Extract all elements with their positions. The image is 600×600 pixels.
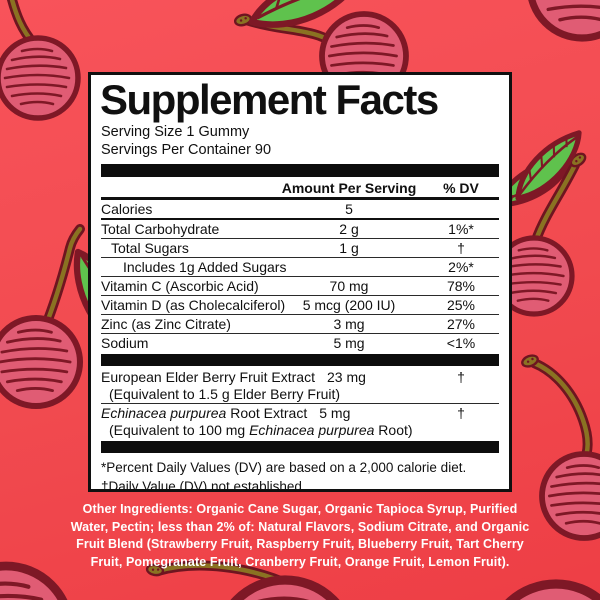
- panel-title: Supplement Facts: [100, 76, 439, 123]
- cherry-illustration-right-middle: [496, 129, 593, 314]
- table-row-total-carbohydrate: Total Carbohydrate 2 g 1%*: [101, 220, 499, 239]
- cherry-illustration-bottom-left: [0, 566, 70, 600]
- table-row-added-sugars: Includes 1g Added Sugars 2%*: [101, 258, 499, 277]
- supplement-facts-panel: Supplement Facts Serving Size 1 Gummy Se…: [88, 72, 512, 492]
- table-row-echinacea-extract: Echinacea purpurea Root Extract 5 mg †: [101, 405, 465, 421]
- table-row-vitamin-d: Vitamin D (as Cholecalciferol) 5 mcg (20…: [101, 296, 499, 315]
- cherry-illustration-bottom-right: [488, 352, 600, 600]
- serving-size: Serving Size 1 Gummy: [101, 124, 250, 140]
- footnote-daily-values: *Percent Daily Values (DV) are based on …: [101, 460, 467, 475]
- servings-per-container: Servings Per Container 90: [101, 141, 272, 158]
- cherry-illustration-left-middle: [0, 224, 133, 406]
- footnote-dv-not-established: †Daily Value (DV) not established.: [101, 479, 306, 492]
- divider-bar-top: [101, 164, 499, 177]
- ingredients-line-1: Other Ingredients: Organic Cane Sugar, O…: [82, 502, 518, 516]
- ingredients-line-4: Fruit, Pomegranate Fruit, Cranberry Frui…: [90, 554, 510, 569]
- cherry-illustration-top-center: [232, 0, 406, 98]
- header-amount-per-serving: Amount Per Serving: [281, 180, 417, 196]
- cherry-illustration-bottom-center: [145, 560, 353, 600]
- cherry-illustration-top-left: [0, 0, 78, 118]
- table-row-elderberry-extract: European Elder Berry Fruit Extract 23 mg…: [101, 369, 465, 385]
- ingredients-line-2: Water, Pectin; less than 2% of: Natural …: [70, 519, 530, 534]
- table-row-zinc: Zinc (as Zinc Citrate) 3 mg 27%: [101, 315, 499, 334]
- table-header-row: Amount Per Serving % DV: [101, 177, 499, 200]
- table-row-sodium: Sodium 5 mg <1%: [101, 335, 476, 351]
- footnotes: *Percent Daily Values (DV) are based on …: [101, 455, 499, 492]
- divider-bar-bottom: [101, 441, 499, 453]
- table-row-elderberry-equivalent: (Equivalent to 1.5 g Elder Berry Fruit): [101, 386, 499, 404]
- ingredients-line-3: Fruit Blend (Strawberry Fruit, Raspberry…: [76, 537, 524, 551]
- table-row-total-sugars: Total Sugars 1 g †: [101, 239, 499, 258]
- other-ingredients-text: Other Ingredients: Organic Cane Sugar, O…: [30, 501, 570, 571]
- table-row-vitamin-c: Vitamin C (Ascorbic Acid) 70 mg 78%: [101, 277, 499, 296]
- table-row-calories: Calories 5: [101, 200, 499, 220]
- header-percent-dv: % DV: [443, 180, 479, 196]
- divider-bar-middle: [101, 354, 499, 366]
- table-row-echinacea-equivalent: (Equivalent to 100 mg Echinacea purpurea…: [109, 422, 413, 438]
